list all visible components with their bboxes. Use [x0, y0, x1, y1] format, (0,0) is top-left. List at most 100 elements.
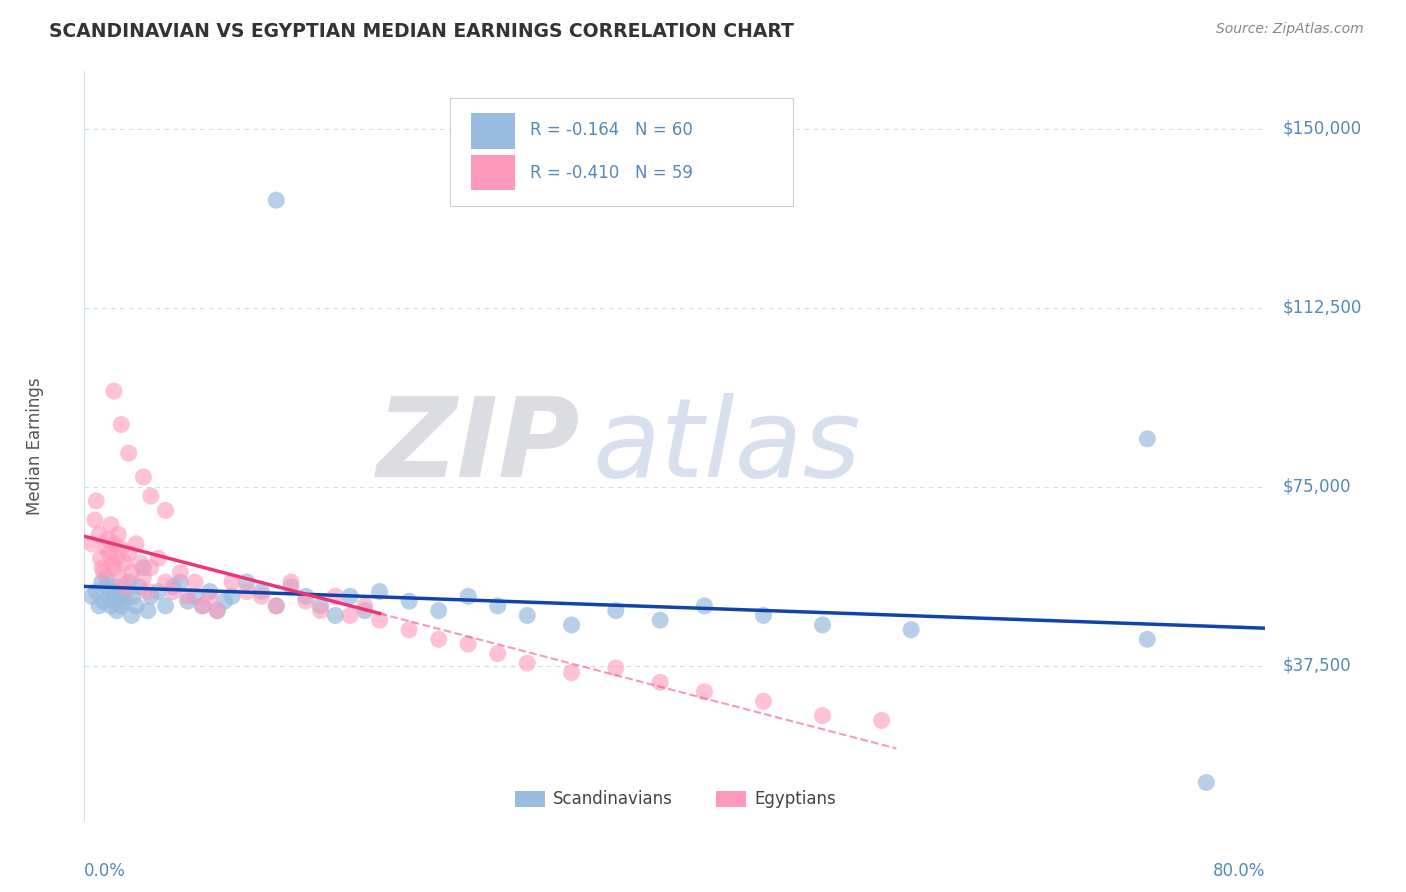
Point: [1136, 632, 1159, 647]
Point: [136, 604, 159, 618]
Point: [561, 665, 583, 680]
Point: [112, 556, 135, 570]
Point: [191, 599, 214, 613]
Text: Source: ZipAtlas.com: Source: ZipAtlas.com: [1216, 22, 1364, 37]
Point: [309, 604, 332, 618]
Point: [101, 556, 124, 570]
Text: ZIP: ZIP: [377, 392, 581, 500]
Point: [266, 599, 288, 613]
Point: [221, 590, 243, 604]
Point: [605, 604, 627, 618]
Point: [169, 566, 191, 580]
Point: [114, 584, 136, 599]
Point: [236, 574, 259, 589]
Point: [103, 594, 125, 608]
Point: [339, 608, 361, 623]
Point: [177, 590, 200, 604]
Point: [368, 613, 391, 627]
Text: $112,500: $112,500: [1284, 299, 1362, 317]
Point: [650, 613, 672, 627]
Point: [266, 599, 288, 613]
Point: [148, 584, 170, 599]
Point: [80, 590, 103, 604]
Text: $75,000: $75,000: [1284, 477, 1351, 496]
Point: [900, 623, 922, 637]
Text: Egyptians: Egyptians: [754, 790, 835, 808]
Point: [516, 656, 538, 670]
Point: [96, 541, 118, 556]
Point: [250, 584, 273, 599]
Text: R = -0.164   N = 60: R = -0.164 N = 60: [530, 120, 693, 139]
Text: atlas: atlas: [592, 392, 860, 500]
Point: [110, 590, 132, 604]
Point: [100, 599, 122, 613]
Point: [98, 546, 121, 560]
Point: [110, 541, 132, 556]
Text: R = -0.410   N = 59: R = -0.410 N = 59: [530, 163, 693, 181]
Point: [132, 570, 155, 584]
Point: [155, 574, 177, 589]
Point: [118, 446, 141, 460]
Point: [107, 580, 129, 594]
Point: [1136, 432, 1159, 446]
Point: [398, 594, 420, 608]
Point: [83, 513, 105, 527]
Point: [1195, 775, 1218, 789]
Bar: [516, 790, 546, 807]
Bar: [471, 154, 516, 191]
Point: [100, 517, 122, 532]
Point: [605, 661, 627, 675]
Text: 0.0%: 0.0%: [84, 862, 127, 880]
Point: [236, 584, 259, 599]
Point: [516, 608, 538, 623]
Point: [207, 604, 229, 618]
Point: [139, 489, 162, 503]
Point: [84, 494, 107, 508]
Point: [870, 714, 893, 728]
Point: [96, 570, 118, 584]
Point: [280, 580, 302, 594]
Point: [108, 570, 131, 584]
Point: [191, 599, 214, 613]
Bar: [471, 112, 516, 149]
Point: [427, 632, 450, 647]
Point: [91, 560, 114, 574]
Point: [118, 574, 141, 589]
Point: [811, 708, 834, 723]
Point: [811, 618, 834, 632]
Point: [121, 566, 143, 580]
Point: [169, 574, 191, 589]
Point: [112, 594, 135, 608]
Point: [309, 599, 332, 613]
Point: [114, 580, 136, 594]
Point: [110, 417, 132, 432]
Point: [339, 590, 361, 604]
Point: [132, 470, 155, 484]
Point: [295, 590, 318, 604]
Point: [162, 584, 184, 599]
Point: [96, 580, 118, 594]
Point: [128, 580, 150, 594]
Point: [457, 590, 479, 604]
Point: [122, 590, 145, 604]
FancyBboxPatch shape: [450, 97, 793, 206]
Point: [693, 685, 716, 699]
Bar: [716, 790, 745, 807]
Point: [354, 599, 377, 613]
Point: [650, 675, 672, 690]
Point: [125, 599, 148, 613]
Point: [214, 594, 236, 608]
Point: [105, 604, 128, 618]
Point: [148, 551, 170, 566]
Point: [110, 599, 132, 613]
Point: [457, 637, 479, 651]
Point: [90, 551, 112, 566]
Text: 80.0%: 80.0%: [1213, 862, 1265, 880]
Point: [427, 604, 450, 618]
Point: [752, 694, 775, 708]
Point: [368, 584, 391, 599]
Point: [139, 590, 162, 604]
Text: Scandinavians: Scandinavians: [553, 790, 673, 808]
Point: [250, 590, 273, 604]
Point: [93, 594, 115, 608]
